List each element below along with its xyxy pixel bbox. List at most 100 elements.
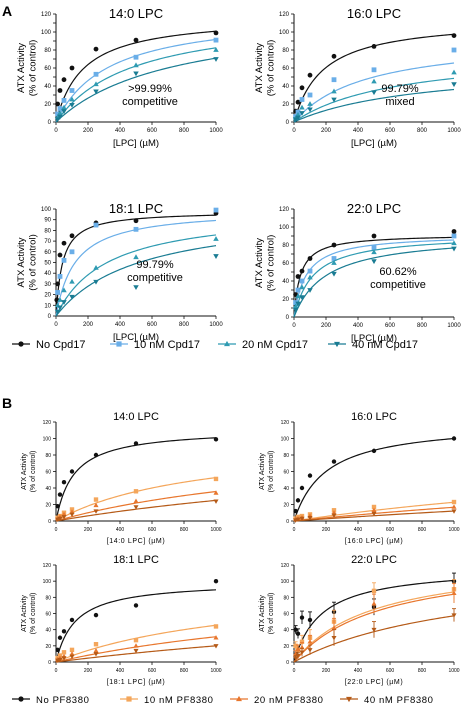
y-tick-label: 0 xyxy=(48,660,51,666)
y-tick-label: 60 xyxy=(44,250,51,256)
chart-title: 16:0 LPC xyxy=(351,411,397,423)
series-1 xyxy=(293,572,457,663)
y-tick-label: 20 xyxy=(44,102,51,108)
data-point xyxy=(295,498,301,503)
data-point xyxy=(133,71,139,77)
data-point xyxy=(61,650,67,655)
chart-1: 14:0 LPC 0 20 40 60 80 100 120 0 200 400 600 800 1000… xyxy=(16,6,223,149)
data-point xyxy=(307,256,313,261)
data-point xyxy=(307,274,313,280)
data-point xyxy=(292,307,299,313)
series-4 xyxy=(54,57,219,123)
data-point xyxy=(451,436,457,441)
chart-title: 16:0 LPC xyxy=(347,6,401,21)
x-tick-label: 200 xyxy=(321,323,332,329)
data-point xyxy=(307,648,313,653)
data-point xyxy=(307,101,313,106)
chart-title: 14:0 LPC xyxy=(109,6,163,21)
series-4 xyxy=(55,499,219,522)
y-tick-label: 60 xyxy=(282,261,289,267)
fit-line xyxy=(55,490,217,522)
data-point xyxy=(451,82,457,88)
y-tick-label: 50 xyxy=(44,261,51,267)
data-point xyxy=(299,485,305,491)
y-tick-label: 20 xyxy=(45,503,51,509)
x-tick-label: 400 xyxy=(115,322,126,328)
y-axis-label-line: (% of control) xyxy=(268,593,275,635)
data-point xyxy=(371,601,377,606)
data-point xyxy=(331,510,337,515)
data-point xyxy=(93,264,99,270)
data-point xyxy=(133,637,139,643)
x-tick-label: 200 xyxy=(322,527,331,533)
data-point xyxy=(61,656,67,661)
chart-title: 22:0 LPC xyxy=(351,554,397,566)
data-point xyxy=(69,65,75,71)
data-point xyxy=(57,516,63,522)
series-4 xyxy=(293,608,457,663)
data-point xyxy=(69,509,75,514)
data-point xyxy=(331,260,337,265)
x-tick-label: 200 xyxy=(84,527,93,533)
data-point xyxy=(371,44,377,49)
data-point xyxy=(331,625,337,630)
data-point xyxy=(451,499,457,505)
y-tick-label: 60 xyxy=(282,66,289,72)
legend-marker xyxy=(236,695,242,702)
data-point xyxy=(93,46,99,52)
panel-label-b: B xyxy=(2,395,12,411)
y-tick-label: 40 xyxy=(283,486,289,492)
x-tick-label: 1000 xyxy=(448,668,459,674)
y-axis-label-line: (% of control) xyxy=(268,451,275,493)
y-axis-label-line: ATX Activity xyxy=(16,237,27,287)
x-tick-label: 400 xyxy=(115,128,126,134)
y-tick-label: 40 xyxy=(45,628,51,634)
y-tick-label: 40 xyxy=(282,279,289,285)
y-tick-label: 20 xyxy=(282,102,289,108)
data-point xyxy=(295,293,301,299)
data-point xyxy=(299,268,305,274)
data-point xyxy=(451,240,457,246)
data-point xyxy=(451,613,457,618)
data-point xyxy=(133,643,139,648)
fit-line xyxy=(293,247,455,318)
fit-line xyxy=(293,236,455,318)
data-point xyxy=(451,246,457,252)
y-tick-label: 120 xyxy=(43,563,52,569)
data-point xyxy=(299,650,305,655)
fit-line xyxy=(55,589,217,663)
fit-line xyxy=(55,30,217,123)
series-2 xyxy=(293,579,457,663)
data-point xyxy=(55,101,60,107)
y-tick-label: 10 xyxy=(44,303,51,309)
data-point xyxy=(57,274,63,279)
series-4 xyxy=(292,246,457,318)
legend-item: 20 nM PF8380 xyxy=(230,695,323,706)
data-point xyxy=(61,480,67,485)
legend-item: 10 nM PF8380 xyxy=(120,695,213,706)
data-point xyxy=(331,53,337,59)
annotation-line: 99.79% xyxy=(136,259,174,271)
data-point xyxy=(61,104,67,110)
data-point xyxy=(307,639,313,644)
y-axis-label-line: ATX Activity xyxy=(259,453,266,490)
y-tick-label: 0 xyxy=(286,519,289,525)
data-point xyxy=(57,635,63,640)
series-1 xyxy=(293,33,457,123)
data-point xyxy=(295,111,301,117)
x-axis-label: [LPC] (µM) xyxy=(351,333,397,344)
data-point xyxy=(299,104,305,110)
data-point xyxy=(55,647,60,653)
data-point xyxy=(295,301,301,307)
y-tick-label: 40 xyxy=(282,84,289,90)
data-point xyxy=(55,111,60,117)
data-point xyxy=(299,97,305,102)
data-point xyxy=(331,271,337,277)
data-point xyxy=(55,503,60,509)
data-point xyxy=(299,615,305,620)
data-point xyxy=(331,77,337,83)
data-point xyxy=(299,278,305,284)
x-tick-label: 0 xyxy=(55,668,58,674)
data-point xyxy=(93,81,99,87)
